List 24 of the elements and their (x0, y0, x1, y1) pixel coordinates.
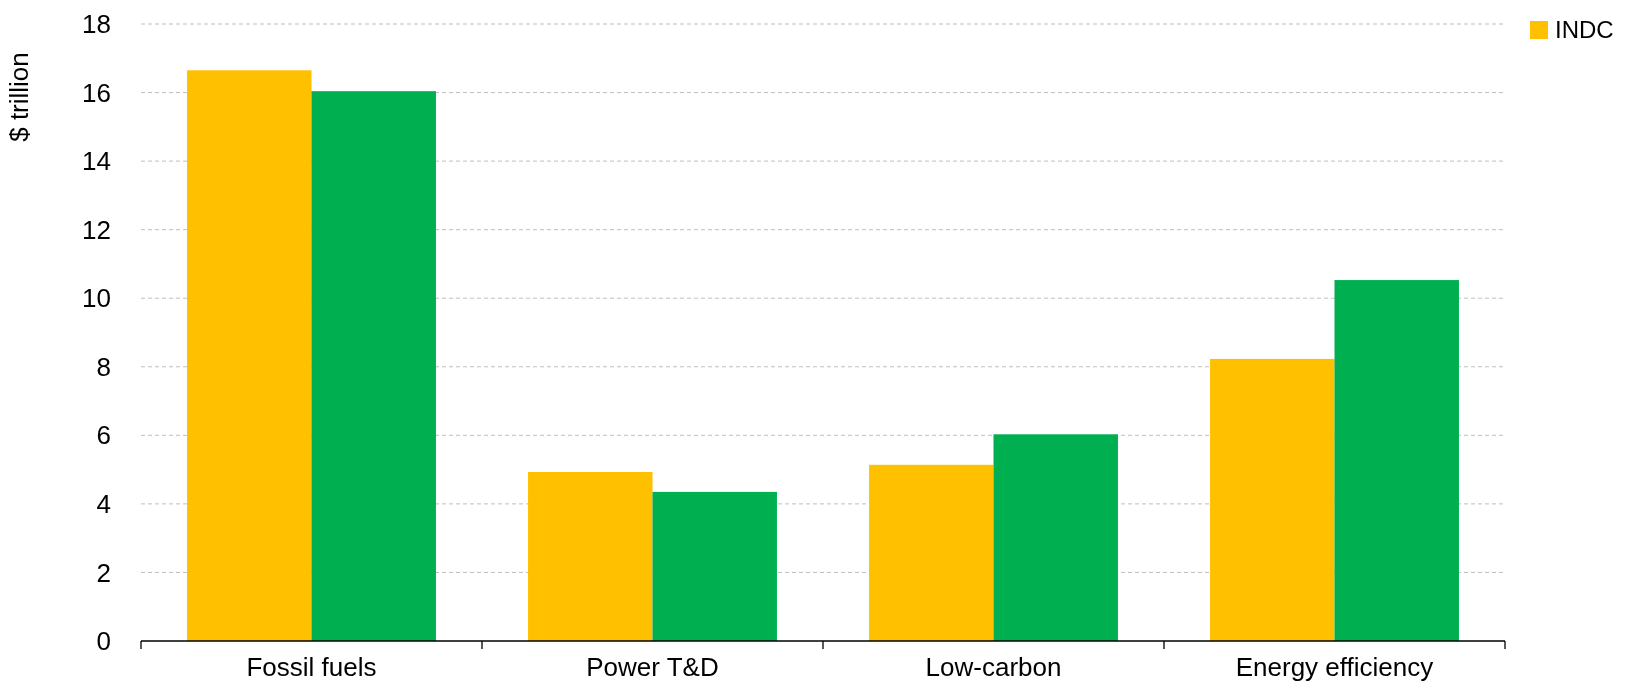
y-tick-label: 8 (96, 351, 111, 382)
x-tick-label: Fossil fuels (246, 652, 377, 682)
x-tick-label: Low-carbon (925, 652, 1062, 682)
y-tick-label: 10 (82, 283, 111, 314)
y-tick-label: 4 (96, 488, 111, 519)
x-tick-label: Energy efficiency (1235, 652, 1434, 682)
y-tick-label: 18 (82, 9, 111, 40)
y-tick-label: 12 (82, 214, 111, 245)
y-tick-label: 2 (96, 557, 111, 588)
bar (652, 491, 777, 641)
y-tick-label: 0 (96, 626, 111, 657)
bar (311, 91, 436, 641)
bar (993, 434, 1118, 641)
y-tick-label: 6 (96, 420, 111, 451)
y-tick-label: 14 (82, 146, 111, 177)
legend-label: INDC (1555, 16, 1614, 44)
y-tick-label: 16 (82, 77, 111, 108)
bar (528, 472, 653, 641)
bar (1334, 280, 1459, 641)
bar (1210, 358, 1335, 641)
y-axis-title: $ trillion (4, 52, 34, 142)
bar (869, 464, 994, 641)
x-tick-label: Power T&D (586, 652, 719, 682)
bar (187, 70, 312, 641)
